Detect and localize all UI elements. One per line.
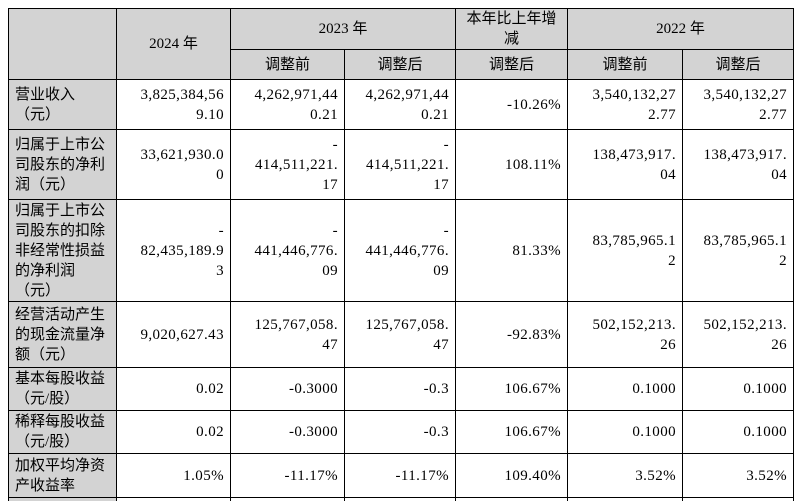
subheader-yoy-after-adjust: 调整后 (455, 49, 568, 80)
value-cell: -92.83% (455, 301, 568, 368)
row-label: 经营活动产生 的现金流量净 额（元） (8, 301, 117, 368)
value-cell: -0.3 (344, 367, 456, 411)
value-cell: 125,767,058. 47 (344, 301, 456, 368)
value-cell: 502,152,213. 26 (567, 301, 683, 368)
value-cell: 0.1000 (567, 410, 683, 454)
value-cell: - 414,511,221. 17 (230, 129, 345, 200)
value-cell: 138,473,917. 04 (567, 129, 683, 200)
col-header-yoy-change: 本年比上年增 减 (455, 8, 568, 50)
col-header-2024: 2024 年 (116, 8, 231, 80)
row-label: 归属于上市公 司股东的净利 润（元） (8, 129, 117, 200)
row-label: 稀释每股收益 （元/股） (8, 410, 117, 454)
value-cell: 83,785,965.1 2 (682, 199, 794, 302)
value-cell: 106.67% (455, 410, 568, 454)
value-cell: 0.1000 (682, 367, 794, 411)
table-row-diluted-eps: 稀释每股收益 （元/股） 0.02 -0.3000 -0.3 106.67% 0… (8, 410, 794, 454)
value-cell: 0.02 (116, 410, 231, 454)
value-cell: 3,540,132,27 2.77 (682, 79, 794, 130)
value-cell: - 82,435,189.9 3 (116, 199, 231, 302)
table-row-net-profit: 归属于上市公 司股东的净利 润（元） 33,621,930.0 0 - 414,… (8, 129, 794, 200)
table-row-weighted-avg-roe: 加权平均净资 产收益率 1.05% -11.17% -11.17% 109.40… (8, 453, 794, 498)
value-cell: 3,540,132,27 2.77 (567, 79, 683, 130)
corner-cell (8, 8, 117, 80)
table-row-operating-cash-flow: 经营活动产生 的现金流量净 额（元） 9,020,627.43 125,767,… (8, 301, 794, 368)
financial-summary-table: 2024 年 2023 年 本年比上年增 减 2022 年 调整前 调整后 调整… (8, 8, 794, 501)
row-label: 加权平均净资 产收益率 (8, 453, 117, 498)
value-cell: -0.3000 (230, 367, 345, 411)
value-cell: 3,825,384,56 9.10 (116, 79, 231, 130)
value-cell (455, 497, 568, 501)
col-header-2023: 2023 年 (230, 8, 456, 50)
value-cell: 33,621,930.0 0 (116, 129, 231, 200)
value-cell (567, 497, 683, 501)
row-label (8, 497, 117, 501)
header-row-years: 2024 年 2023 年 本年比上年增 减 2022 年 (8, 8, 794, 80)
subheader-2023-after-adjust: 调整后 (344, 49, 456, 80)
header-row-adjust: 调整前 调整后 调整后 调整前 调整后 (9, 49, 794, 80)
value-cell: 4,262,971,44 0.21 (230, 79, 345, 130)
value-cell: 9,020,627.43 (116, 301, 231, 368)
value-cell: 0.02 (116, 367, 231, 411)
value-cell (230, 497, 345, 501)
value-cell: 4,262,971,44 0.21 (344, 79, 456, 130)
value-cell: -0.3 (344, 410, 456, 454)
value-cell: 109.40% (455, 453, 568, 498)
value-cell: 138,473,917. 04 (682, 129, 794, 200)
value-cell: 1.05% (116, 453, 231, 498)
value-cell (682, 497, 794, 501)
row-label: 营业收入 （元） (8, 79, 117, 130)
value-cell (116, 497, 231, 501)
value-cell: 502,152,213. 26 (682, 301, 794, 368)
value-cell: 106.67% (455, 367, 568, 411)
value-cell (344, 497, 456, 501)
table-row-basic-eps: 基本每股收益 （元/股） 0.02 -0.3000 -0.3 106.67% 0… (8, 367, 794, 411)
value-cell: 3.52% (567, 453, 683, 498)
value-cell: -10.26% (455, 79, 568, 130)
value-cell: 108.11% (455, 129, 568, 200)
row-label: 归属于上市公 司股东的扣除 非经常性损益 的净利润 （元） (8, 199, 117, 302)
subheader-2022-after-adjust: 调整后 (682, 49, 794, 80)
value-cell: 125,767,058. 47 (230, 301, 345, 368)
table-row-net-profit-excl-nonrecurring: 归属于上市公 司股东的扣除 非经常性损益 的净利润 （元） - 82,435,1… (8, 199, 794, 302)
subheader-2022-before-adjust: 调整前 (567, 49, 683, 80)
value-cell: -11.17% (230, 453, 345, 498)
value-cell: 0.1000 (682, 410, 794, 454)
value-cell: 3.52% (682, 453, 794, 498)
value-cell: - 441,446,776. 09 (230, 199, 345, 302)
value-cell: 81.33% (455, 199, 568, 302)
col-header-2022: 2022 年 (567, 8, 794, 50)
table-row-operating-revenue: 营业收入 （元） 3,825,384,56 9.10 4,262,971,44 … (8, 79, 794, 130)
value-cell: - 441,446,776. 09 (344, 199, 456, 302)
value-cell: 83,785,965.1 2 (567, 199, 683, 302)
value-cell: - 414,511,221. 17 (344, 129, 456, 200)
value-cell: -11.17% (344, 453, 456, 498)
value-cell: -0.3000 (230, 410, 345, 454)
table-row-partial-clipped (8, 497, 794, 501)
value-cell: 0.1000 (567, 367, 683, 411)
row-label: 基本每股收益 （元/股） (8, 367, 117, 411)
subheader-2023-before-adjust: 调整前 (230, 49, 345, 80)
